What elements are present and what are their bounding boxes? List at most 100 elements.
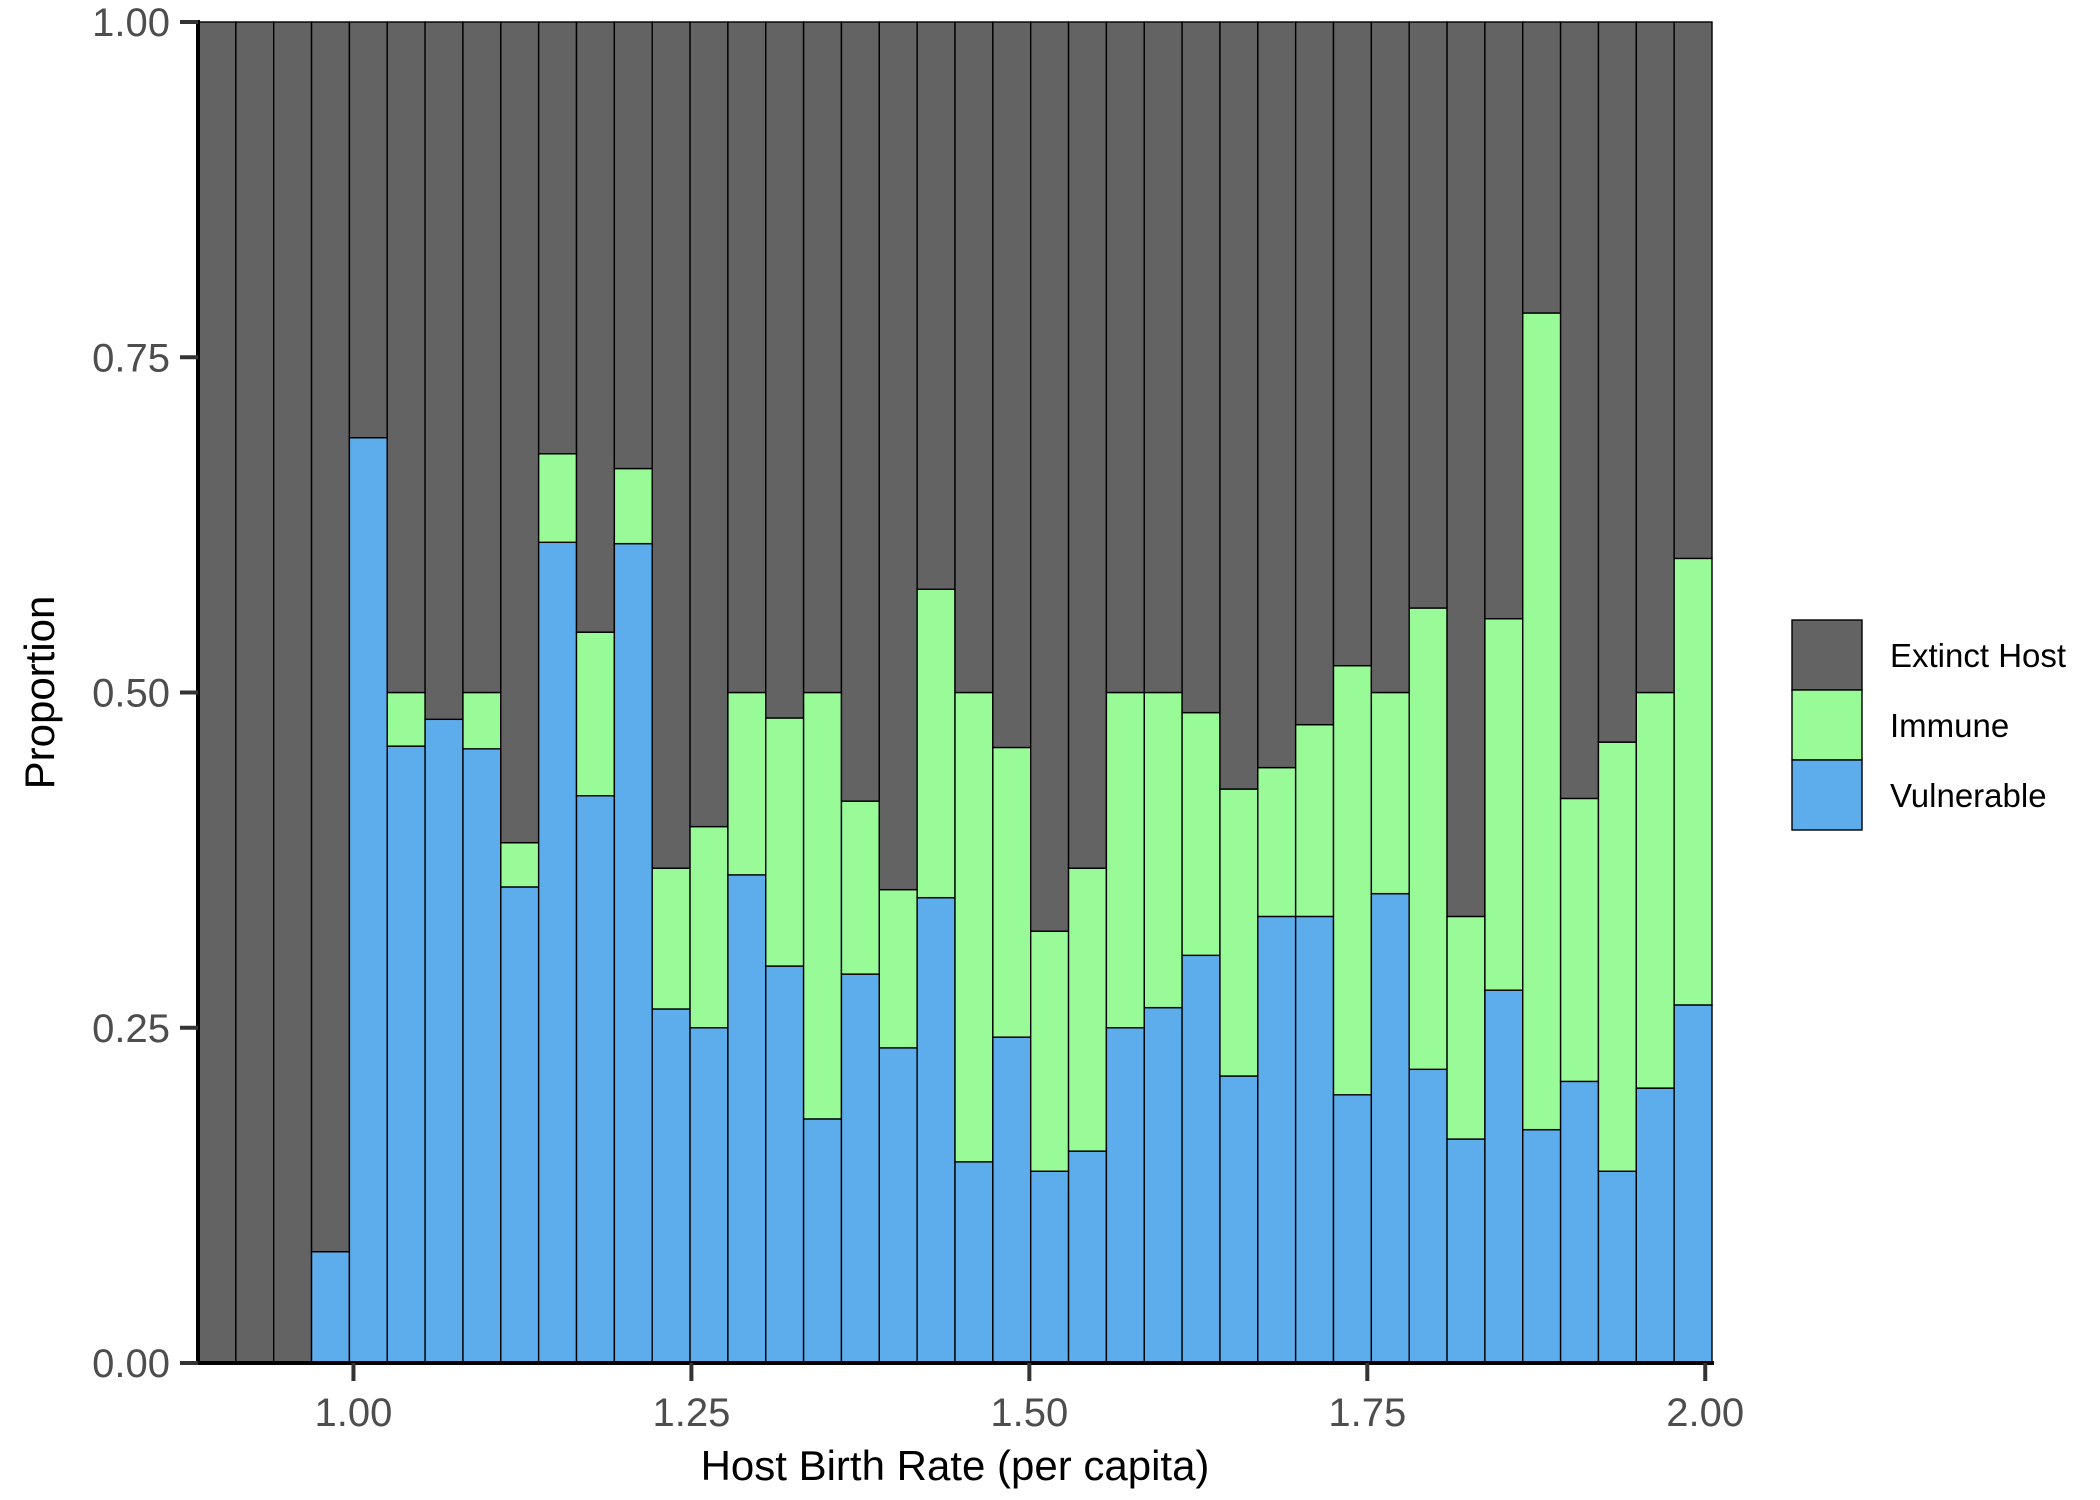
bar-immune-22	[1029, 930, 1070, 1172]
y-tick-label: 0.00	[92, 1342, 170, 1386]
bar-extinct-host-4	[348, 21, 388, 439]
bar-immune-24	[1105, 691, 1145, 1029]
bar-extinct-host-7	[462, 21, 502, 694]
x-tick-label: 2.00	[1666, 1391, 1744, 1435]
bar-extinct-host-2	[273, 21, 313, 1364]
y-tick-label: 0.50	[92, 672, 170, 716]
y-tick-label: 0.25	[92, 1007, 170, 1051]
bar-vulnerable-38	[1635, 1087, 1675, 1364]
bar-immune-13	[689, 825, 729, 1029]
bar-extinct-host-12	[651, 21, 691, 869]
bar-extinct-host-19	[916, 21, 956, 590]
bar-extinct-host-35	[1522, 21, 1562, 314]
bar-immune-18	[878, 888, 918, 1049]
bar-vulnerable-14	[727, 874, 767, 1364]
bar-vulnerable-20	[954, 1161, 994, 1364]
bar-immune-20	[954, 691, 994, 1163]
bar-extinct-host-28	[1257, 21, 1297, 769]
bar-immune-36	[1559, 797, 1600, 1083]
bar-immune-9	[537, 453, 578, 544]
bar-immune-16	[802, 691, 843, 1120]
x-tick-label: 1.75	[1328, 1391, 1406, 1435]
bar-extinct-host-16	[802, 21, 843, 694]
legend-key-extinct-host	[1791, 619, 1863, 691]
bar-extinct-host-0	[197, 21, 237, 1364]
legend-label-immune: Immune	[1890, 707, 2009, 744]
bar-extinct-host-29	[1294, 21, 1335, 726]
bar-vulnerable-3	[310, 1250, 351, 1364]
bar-vulnerable-10	[575, 795, 616, 1364]
bar-extinct-host-3	[310, 21, 351, 1253]
bar-extinct-host-18	[878, 21, 918, 891]
bar-vulnerable-16	[802, 1118, 843, 1364]
bar-vulnerable-12	[651, 1008, 691, 1364]
bar-extinct-host-9	[537, 21, 578, 455]
bar-vulnerable-8	[500, 886, 540, 1364]
bar-extinct-host-5	[386, 21, 426, 694]
bar-immune-7	[462, 691, 502, 750]
bar-immune-33	[1446, 915, 1486, 1140]
bar-vulnerable-25	[1143, 1006, 1183, 1364]
bar-extinct-host-32	[1408, 21, 1448, 609]
bar-extinct-host-23	[1067, 21, 1108, 869]
bar-extinct-host-17	[840, 21, 881, 802]
bar-extinct-host-31	[1370, 21, 1410, 694]
bar-extinct-host-34	[1484, 21, 1524, 620]
bar-immune-15	[765, 717, 805, 967]
bar-vulnerable-31	[1370, 892, 1410, 1364]
bar-extinct-host-20	[954, 21, 994, 694]
bar-immune-37	[1597, 741, 1637, 1172]
bar-extinct-host-39	[1673, 21, 1713, 560]
bar-vulnerable-19	[916, 896, 956, 1364]
bar-immune-28	[1257, 766, 1297, 918]
legend-key-immune	[1791, 689, 1863, 761]
bar-vulnerable-23	[1067, 1150, 1108, 1364]
bar-immune-26	[1181, 711, 1221, 957]
bar-extinct-host-33	[1446, 21, 1486, 918]
bar-extinct-host-26	[1181, 21, 1221, 714]
bar-extinct-host-38	[1635, 21, 1675, 694]
bar-vulnerable-32	[1408, 1068, 1448, 1364]
y-axis-title: Proportion	[16, 596, 63, 790]
bar-vulnerable-33	[1446, 1138, 1486, 1364]
bar-immune-32	[1408, 607, 1448, 1071]
bar-vulnerable-27	[1219, 1075, 1259, 1364]
legend: Extinct Host Immune Vulnerable	[1791, 619, 2066, 831]
bar-vulnerable-28	[1257, 915, 1297, 1364]
bar-extinct-host-22	[1029, 21, 1070, 932]
x-tick-label: 1.50	[990, 1391, 1068, 1435]
bar-vulnerable-5	[386, 745, 426, 1364]
bars-layer	[197, 21, 1713, 1364]
bar-vulnerable-21	[992, 1036, 1032, 1364]
x-axis-title: Host Birth Rate (per capita)	[701, 1442, 1210, 1489]
bar-immune-38	[1635, 691, 1675, 1089]
bar-vulnerable-15	[765, 965, 805, 1364]
bar-vulnerable-30	[1332, 1094, 1373, 1364]
bar-immune-12	[651, 867, 691, 1010]
bar-vulnerable-7	[462, 748, 502, 1364]
bar-immune-19	[916, 588, 956, 899]
bar-vulnerable-36	[1559, 1080, 1600, 1364]
bar-immune-35	[1522, 312, 1562, 1131]
bar-vulnerable-17	[840, 973, 881, 1364]
bar-immune-10	[575, 631, 616, 797]
ticks-layer: 0.00 0.25 0.50 0.75 1.00 1.00 1.25 1.50 1.75 2.00	[92, 1, 1744, 1435]
bar-vulnerable-11	[613, 542, 653, 1364]
bar-vulnerable-26	[1181, 954, 1221, 1364]
bar-extinct-host-36	[1559, 21, 1600, 800]
bar-vulnerable-35	[1522, 1128, 1562, 1364]
bar-extinct-host-13	[689, 21, 729, 828]
bar-extinct-host-1	[235, 21, 275, 1364]
x-tick-label: 1.00	[315, 1391, 393, 1435]
bar-vulnerable-18	[878, 1047, 918, 1364]
bar-extinct-host-25	[1143, 21, 1183, 694]
bar-immune-21	[992, 746, 1032, 1038]
bar-immune-23	[1067, 867, 1108, 1152]
bar-vulnerable-22	[1029, 1170, 1070, 1364]
bar-extinct-host-10	[575, 21, 616, 633]
y-tick-label: 1.00	[92, 1, 170, 45]
bar-extinct-host-27	[1219, 21, 1259, 790]
bar-extinct-host-24	[1105, 21, 1145, 694]
bar-vulnerable-34	[1484, 989, 1524, 1364]
